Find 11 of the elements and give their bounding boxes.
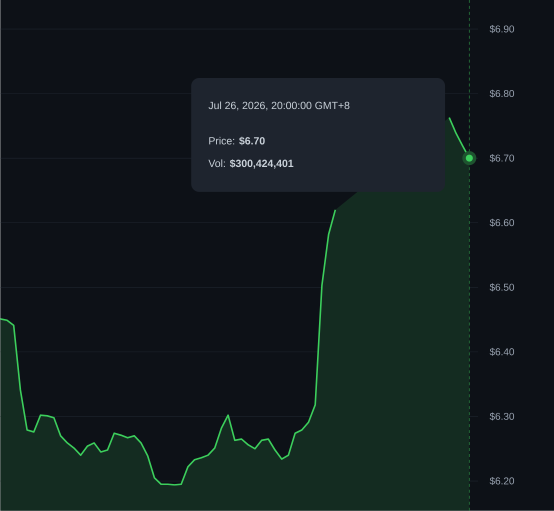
annotation: Vol: $300,424,401 xyxy=(208,159,294,169)
y-tick-label: $6.30 xyxy=(490,412,514,421)
y-tick-label: $6.90 xyxy=(490,25,514,34)
y-tick-label: $6.80 xyxy=(490,90,514,98)
annotation: Price: $6.70 xyxy=(209,136,265,146)
y-tick-label: $6.70 xyxy=(490,154,514,162)
y-tick-label: $6.20 xyxy=(490,477,514,486)
y-tick-label: $6.50 xyxy=(490,283,514,292)
y-tick-label: $6.60 xyxy=(490,218,514,227)
y-tick-label: $6.40 xyxy=(490,348,514,356)
annotation: Jul 26, 2026, 20:00:00 GMT+8 xyxy=(208,102,350,111)
